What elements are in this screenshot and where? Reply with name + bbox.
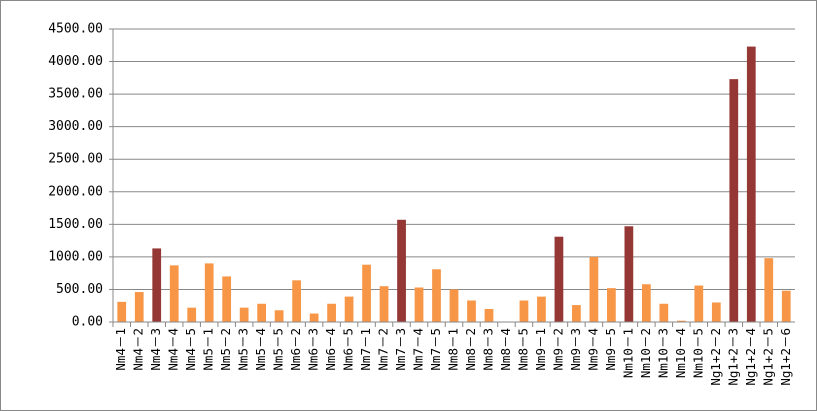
y-tick-label: 3500.00 [48, 87, 103, 102]
bar [694, 285, 704, 322]
x-tick-label: Nm6－5 [341, 328, 356, 371]
x-tick-label: Nm9－2 [550, 328, 565, 371]
x-tick-label: Nm5－3 [236, 328, 251, 371]
bar [641, 284, 651, 322]
x-tick-label: Ng1+2－5 [760, 328, 775, 386]
bar [204, 263, 214, 322]
bar [554, 236, 564, 322]
bar [781, 290, 791, 322]
x-tick-label: Ng1+2－6 [778, 328, 793, 386]
bar [764, 258, 774, 322]
x-tick-label: Nm7－2 [376, 328, 391, 371]
bar [397, 219, 406, 322]
bar [257, 303, 267, 322]
x-tick-label: Nm6－2 [288, 328, 303, 371]
x-tick-label: Nm4－4 [166, 328, 181, 371]
bar [537, 296, 546, 322]
x-tick-label: Nm9－4 [585, 328, 600, 371]
bar [711, 302, 721, 322]
x-tick-label: Nm7－1 [358, 328, 373, 371]
x-tick-label: Ng1+2－4 [743, 328, 758, 386]
x-tick-label: Nm4－3 [148, 328, 163, 371]
bar [239, 307, 249, 322]
y-tick-label: 1000.00 [48, 249, 103, 264]
y-tick-label: 1500.00 [48, 217, 103, 232]
bar [659, 303, 669, 322]
y-tick-label: 4000.00 [48, 54, 103, 69]
bar [589, 256, 599, 322]
x-tick-label: Nm6－3 [306, 328, 321, 371]
x-tick-label: Ng1+2－3 [725, 328, 740, 386]
x-tick-label: Nm7－5 [428, 328, 443, 371]
x-tick-label: Nm10－2 [638, 328, 653, 378]
x-tick-label: Nm8－4 [498, 328, 513, 371]
x-tick-label: Nm10－5 [690, 328, 705, 378]
x-tick-label: Nm9－3 [568, 328, 583, 371]
x-tick-label: Nm10－4 [673, 328, 688, 378]
bar [676, 320, 686, 322]
bar [362, 264, 371, 322]
bar [467, 300, 476, 322]
x-tick-label: Nm4－2 [131, 328, 146, 371]
bar [309, 313, 319, 322]
x-tick-label: Nm10－3 [655, 328, 670, 378]
bar [414, 287, 424, 322]
x-tick-label: Nm8－2 [463, 328, 478, 371]
bar [432, 269, 441, 322]
x-tick-label: Nm8－1 [446, 328, 461, 371]
x-tick-label: Nm9－1 [533, 328, 548, 371]
y-tick-label: 4500.00 [48, 22, 103, 37]
x-tick-label: Nm8－5 [515, 328, 530, 371]
y-tick-label: 3000.00 [48, 119, 103, 134]
y-tick-label: 2000.00 [48, 184, 103, 199]
bar [519, 300, 529, 322]
x-tick-label: Nm6－4 [323, 328, 338, 371]
bar [484, 308, 494, 322]
x-tick-label: Nm5－4 [253, 328, 268, 371]
bar [152, 248, 162, 322]
x-tick-label: Nm9－5 [603, 328, 618, 371]
x-tick-label: Nm5－5 [271, 328, 286, 371]
x-tick-label: Nm4－1 [113, 328, 128, 371]
x-tick-label: Nm7－4 [411, 328, 426, 371]
x-tick-label: Nm4－5 [183, 328, 198, 371]
y-tick-label: 0.00 [72, 315, 103, 330]
y-tick-label: 500.00 [56, 282, 103, 297]
bar [746, 46, 756, 322]
bar [134, 292, 144, 322]
x-tick-label: Nm5－1 [201, 328, 216, 371]
bar [187, 307, 197, 322]
bar [169, 265, 179, 322]
bar [449, 289, 459, 322]
x-tick-label: Nm7－3 [393, 328, 408, 371]
y-tick-label: 2500.00 [48, 152, 103, 167]
bar [607, 288, 616, 322]
x-tick-label: Nm5－2 [218, 328, 233, 371]
bar [222, 276, 232, 322]
bar [624, 226, 634, 322]
bar [572, 305, 581, 322]
bar [344, 296, 354, 322]
bar [274, 310, 284, 322]
x-tick-label: Nm10－1 [620, 328, 635, 378]
x-tick-label: Nm8－3 [480, 328, 495, 371]
bar [729, 79, 739, 322]
bar [117, 301, 127, 322]
bar [292, 280, 301, 322]
bar [379, 286, 389, 322]
bar [327, 303, 336, 322]
x-tick-label: Ng1+2－2 [708, 328, 723, 386]
